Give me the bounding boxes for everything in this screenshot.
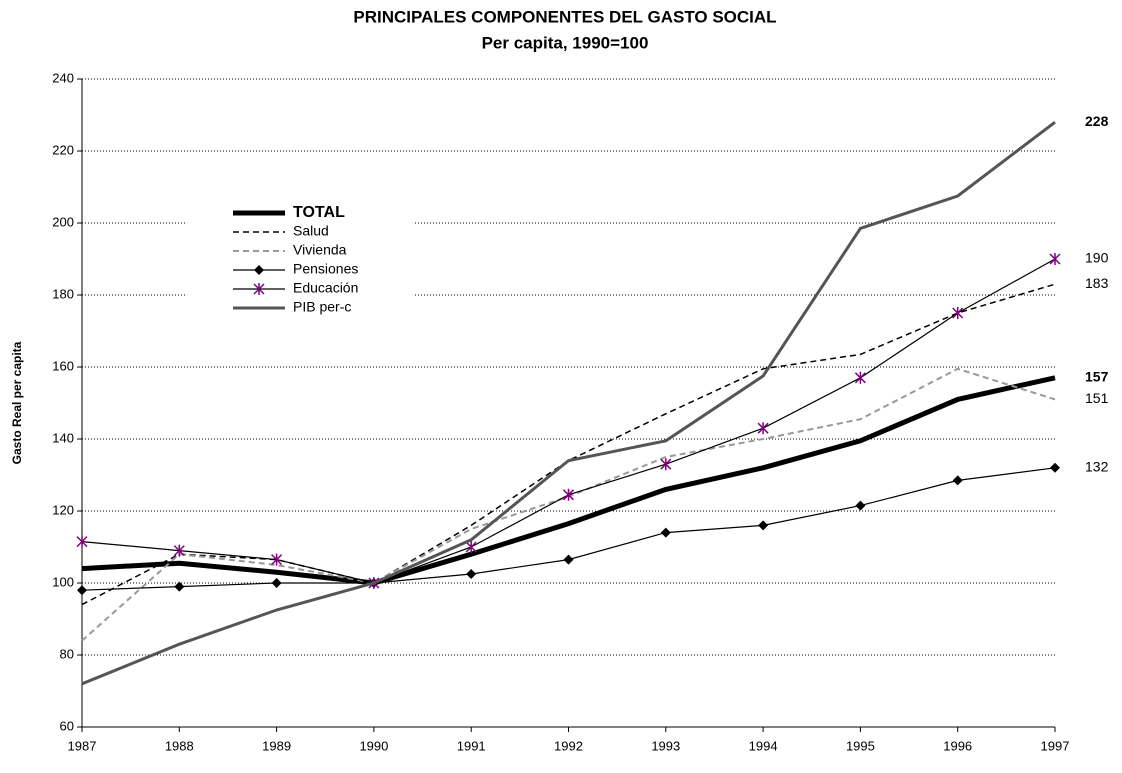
legend-label: TOTAL <box>293 204 345 221</box>
end-label: 183 <box>1085 275 1109 291</box>
x-tick-label: 1987 <box>68 738 97 753</box>
marker <box>1049 253 1061 265</box>
legend-box <box>185 205 415 327</box>
marker <box>271 553 283 566</box>
marker <box>466 569 477 579</box>
series-line <box>81 467 1056 591</box>
marker <box>563 554 574 565</box>
end-label: 228 <box>1085 113 1109 129</box>
x-tick-label: 1996 <box>943 738 972 753</box>
marker <box>76 535 88 548</box>
marker <box>254 265 264 275</box>
y-tick-label: 60 <box>60 718 74 733</box>
legend-label: PIB per-c <box>293 299 351 315</box>
x-tick-label: 1990 <box>359 738 388 753</box>
y-tick-label: 80 <box>60 646 74 661</box>
x-tick-label: 1993 <box>651 738 680 753</box>
marker <box>77 585 87 596</box>
x-tick-label: 1992 <box>554 738 583 753</box>
marker <box>174 581 185 592</box>
marker <box>952 307 964 319</box>
marker <box>271 578 282 588</box>
legend-label: Educación <box>293 280 358 296</box>
y-tick-label: 180 <box>52 286 74 301</box>
y-axis-label: Gasto Real per capita <box>10 341 24 464</box>
marker <box>855 500 866 511</box>
end-label: 151 <box>1085 390 1109 406</box>
end-label: 157 <box>1085 369 1109 385</box>
y-tick-label: 240 <box>52 70 74 85</box>
series-line <box>81 367 1056 642</box>
x-tick-label: 1994 <box>749 738 778 753</box>
y-tick-label: 160 <box>52 358 74 373</box>
marker <box>562 488 575 501</box>
marker <box>854 371 866 384</box>
y-tick-label: 140 <box>52 430 74 445</box>
x-tick-label: 1988 <box>165 738 194 753</box>
chart-title: PRINCIPALES COMPONENTES DEL GASTO SOCIAL <box>353 7 776 26</box>
marker <box>660 458 672 471</box>
legend-label: Pensiones <box>293 261 358 277</box>
y-tick-label: 100 <box>52 574 74 589</box>
end-label: 190 <box>1085 250 1109 266</box>
x-tick-label: 1989 <box>262 738 291 753</box>
marker <box>757 422 769 435</box>
marker <box>253 283 265 295</box>
series-line <box>81 121 1056 686</box>
x-tick-label: 1995 <box>846 738 875 753</box>
marker <box>173 544 185 557</box>
series-line <box>81 283 1056 606</box>
end-label: 132 <box>1085 459 1109 475</box>
y-tick-label: 200 <box>52 214 74 229</box>
x-tick-label: 1997 <box>1041 738 1070 753</box>
legend-label: Salud <box>293 223 329 239</box>
chart-subtitle: Per capita, 1990=100 <box>482 33 649 52</box>
marker <box>660 527 671 538</box>
marker <box>952 475 963 486</box>
series-line <box>81 375 1056 586</box>
y-tick-label: 120 <box>52 502 74 517</box>
legend-label: Vivienda <box>293 242 347 258</box>
y-tick-label: 220 <box>52 142 74 157</box>
x-tick-label: 1991 <box>457 738 486 753</box>
marker <box>758 520 769 531</box>
marker <box>1050 462 1060 473</box>
marker <box>465 541 477 553</box>
